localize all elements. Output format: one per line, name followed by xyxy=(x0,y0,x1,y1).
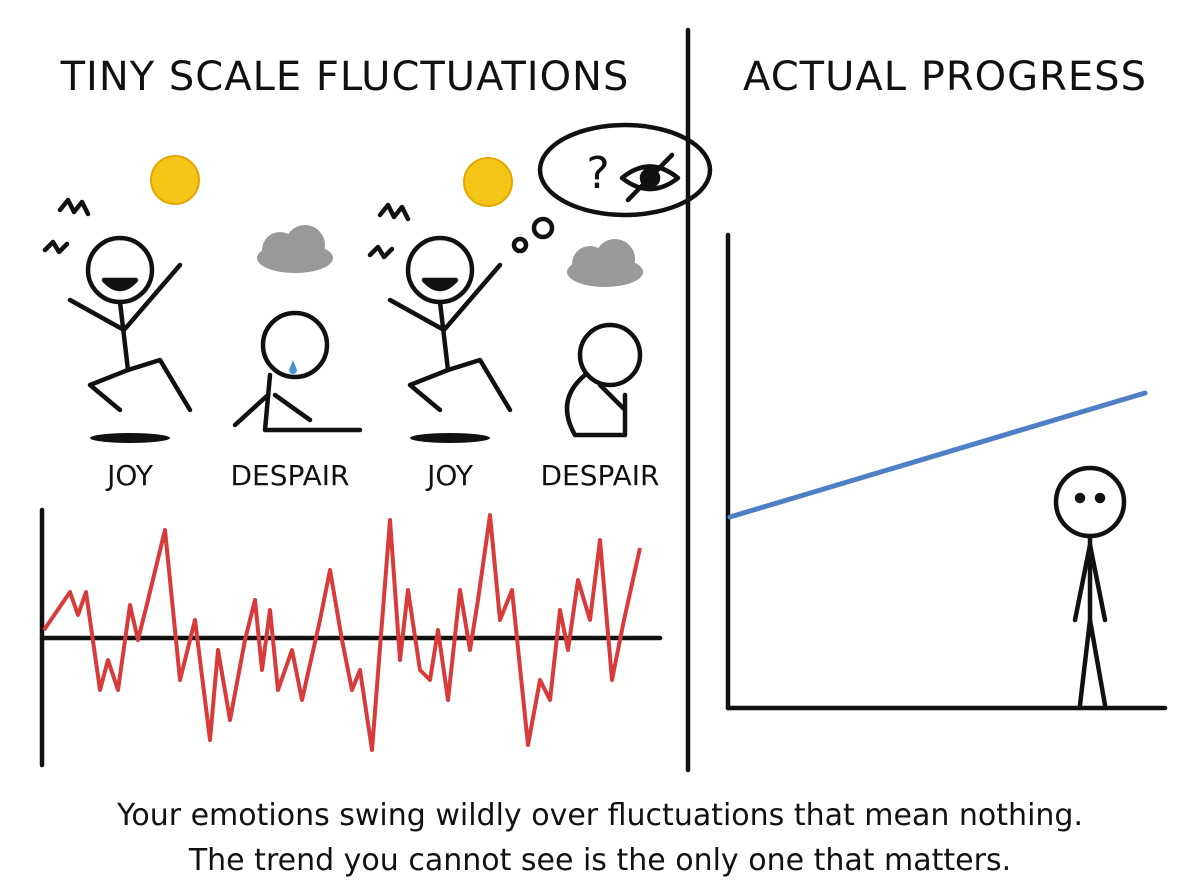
joy-figure xyxy=(367,157,513,443)
observer-figure xyxy=(1053,465,1127,708)
panel-title: TINY SCALE FLUCTUATIONS xyxy=(60,54,630,100)
progress-chart xyxy=(725,232,1168,711)
mood-label: JOY xyxy=(425,459,474,492)
despair-figure xyxy=(232,225,363,433)
thought-bubble: ? xyxy=(511,122,713,254)
caption: The trend you cannot see is the only one… xyxy=(188,843,1011,878)
panel-title: ACTUAL PROGRESS xyxy=(743,54,1147,100)
mood-label: JOY xyxy=(105,459,154,492)
despair-figure xyxy=(564,239,643,438)
fluctuation-chart xyxy=(39,507,663,768)
mood-label: DESPAIR xyxy=(541,459,660,492)
mood-label: DESPAIR xyxy=(231,459,350,492)
caption: Your emotions swing wildly over fluctuat… xyxy=(116,798,1083,833)
bubble-symbol: ? xyxy=(586,148,609,199)
joy-figure xyxy=(42,155,200,443)
